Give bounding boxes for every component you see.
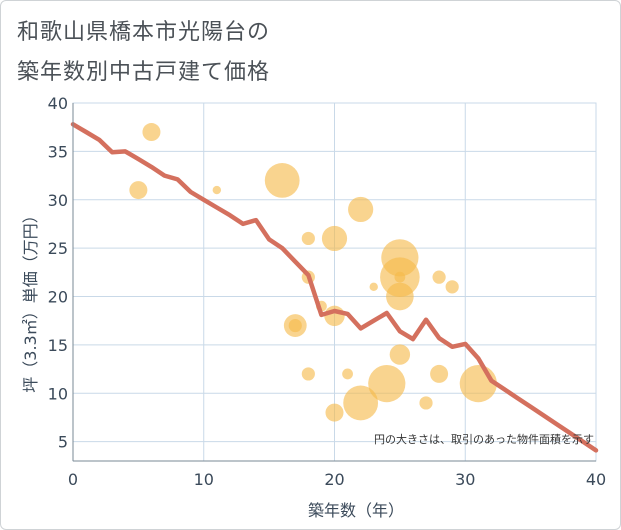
data-bubble	[432, 270, 446, 284]
data-bubble	[343, 385, 379, 421]
y-tick-label: 15	[48, 336, 68, 355]
y-tick-label: 30	[48, 191, 68, 210]
data-bubble	[342, 368, 353, 380]
y-tick-label: 40	[48, 94, 68, 113]
data-bubble	[445, 280, 459, 294]
average-line-series	[70, 122, 599, 453]
chart-title-line2: 築年数別中古戸建て価格	[17, 60, 271, 85]
data-bubble	[324, 305, 345, 327]
y-tick-label: 20	[48, 288, 68, 307]
tick-labels: 0 10 20 30 40 5 10 15 20 25 30 35 40	[48, 94, 607, 489]
data-bubble	[419, 396, 433, 410]
chart-title-line1: 和歌山県橋本市光陽台の	[17, 20, 271, 45]
data-bubble	[264, 163, 300, 198]
y-tick-label: 5	[58, 433, 68, 452]
y-tick-label: 25	[48, 239, 68, 258]
data-bubble	[394, 271, 406, 283]
x-tick-label: 10	[194, 470, 214, 489]
data-bubble	[389, 344, 411, 365]
data-bubble	[288, 318, 302, 333]
data-bubble	[369, 282, 378, 292]
data-bubble	[212, 185, 222, 195]
x-axis-label: 築年数（年）	[308, 501, 404, 520]
y-tick-label: 35	[48, 142, 68, 161]
data-bubble	[459, 364, 497, 403]
data-bubble	[142, 123, 161, 142]
chart-note: 円の大きさは、取引のあった物件面積を示す	[374, 432, 594, 446]
axes	[72, 103, 596, 462]
data-bubble	[430, 364, 449, 383]
average-price-line	[70, 122, 599, 453]
data-bubble	[129, 181, 148, 200]
data-bubble	[325, 403, 344, 422]
y-tick-label: 10	[48, 384, 68, 403]
data-bubble	[368, 364, 406, 403]
x-tick-label: 0	[68, 470, 78, 489]
data-bubble	[386, 282, 414, 311]
x-tick-label: 30	[455, 470, 475, 489]
data-bubble	[348, 196, 374, 223]
x-tick-label: 20	[324, 470, 344, 489]
y-axis-label: 坪（3.3㎡）単価（万円）	[21, 207, 40, 392]
data-bubble	[301, 231, 315, 246]
x-tick-label: 40	[586, 470, 606, 489]
data-bubble	[301, 367, 315, 381]
grid-lines	[72, 102, 597, 462]
data-bubble	[321, 225, 348, 252]
